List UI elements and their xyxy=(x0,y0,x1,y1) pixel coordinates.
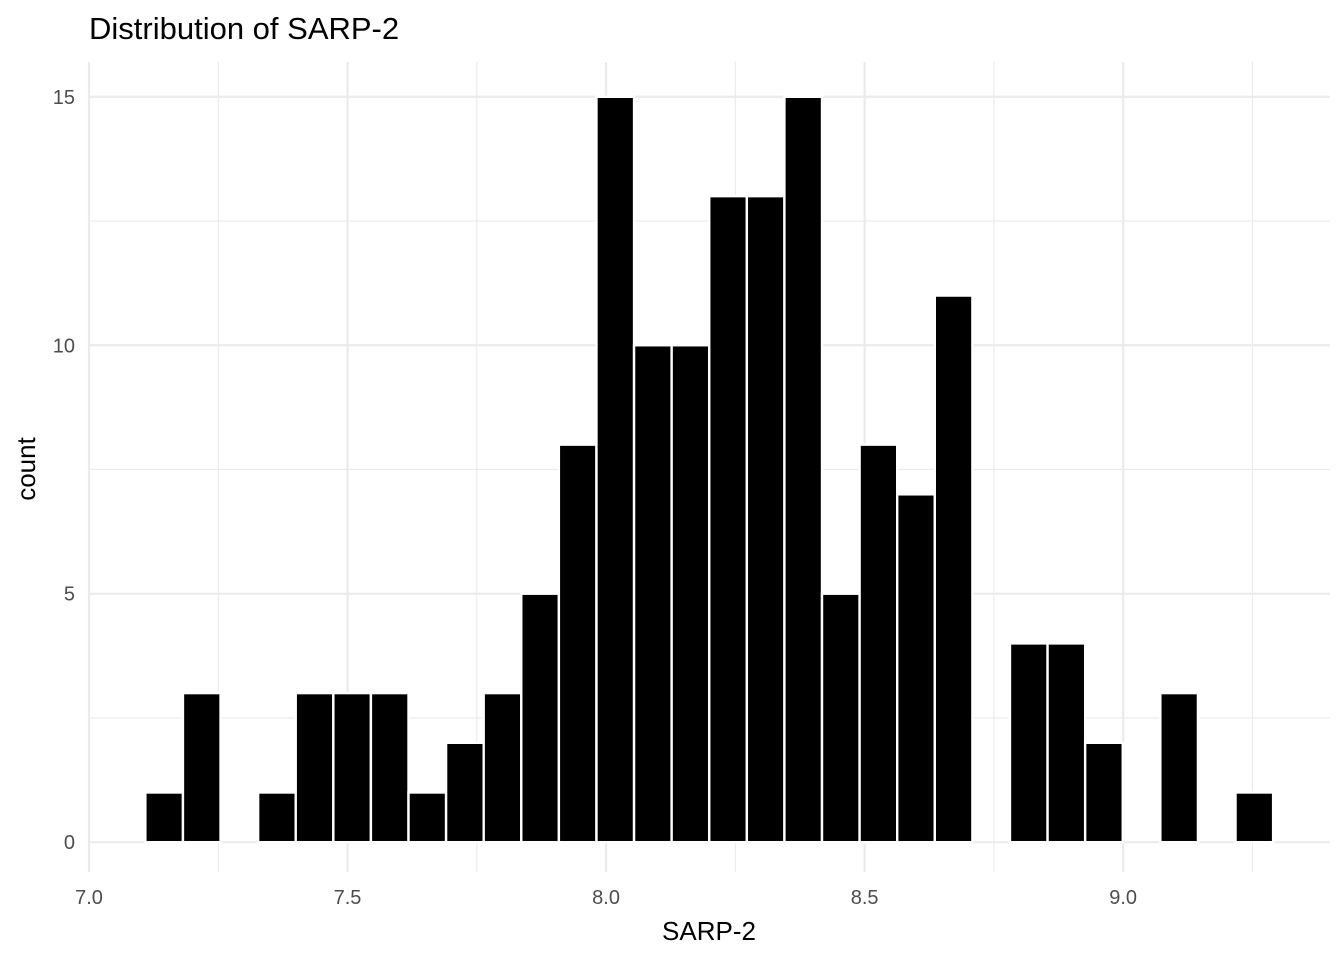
y-tick-label: 0 xyxy=(64,832,75,854)
histogram-bar xyxy=(482,691,523,844)
x-tick-label: 8.0 xyxy=(592,887,620,909)
histogram-bar xyxy=(444,741,485,844)
x-tick-label: 7.0 xyxy=(75,887,103,909)
histogram-bar xyxy=(820,592,861,844)
histogram-bar xyxy=(595,95,636,844)
histogram-bars xyxy=(144,95,1275,844)
histogram-bar xyxy=(708,194,749,844)
histogram-bar xyxy=(369,691,410,844)
y-axis-title: count xyxy=(11,436,41,500)
histogram-bar xyxy=(520,592,561,844)
histogram-bar xyxy=(1083,741,1124,844)
histogram-bar xyxy=(256,791,297,844)
histogram-bar xyxy=(783,95,824,844)
histogram-bar xyxy=(557,443,598,844)
y-tick-label: 10 xyxy=(53,335,75,357)
histogram-bar xyxy=(632,344,673,844)
histogram-bar xyxy=(332,691,373,844)
histogram-bar xyxy=(933,294,974,844)
x-tick-label: 8.5 xyxy=(851,887,879,909)
histogram-bar xyxy=(1159,691,1200,844)
histogram-bar xyxy=(144,791,185,844)
histogram-bar xyxy=(181,691,222,844)
histogram-bar xyxy=(1234,791,1275,844)
histogram-bar xyxy=(1008,642,1049,844)
x-axis-title: SARP-2 xyxy=(662,916,756,946)
histogram-bar xyxy=(670,344,711,844)
tick-labels: 7.0 7.5 8.0 8.5 9.0 0 5 10 15 xyxy=(53,87,1137,909)
x-tick-label: 9.0 xyxy=(1109,887,1137,909)
histogram-bar xyxy=(896,493,936,844)
histogram-bar xyxy=(294,691,335,844)
histogram-bar xyxy=(407,791,448,844)
x-tick-label: 7.5 xyxy=(334,887,362,909)
histogram-bar xyxy=(745,194,786,844)
histogram-bar xyxy=(858,443,899,844)
histogram-bar xyxy=(1046,642,1087,844)
y-tick-label: 5 xyxy=(64,584,75,606)
y-tick-label: 15 xyxy=(53,87,75,109)
chart-title: Distribution of SARP-2 xyxy=(89,11,399,46)
